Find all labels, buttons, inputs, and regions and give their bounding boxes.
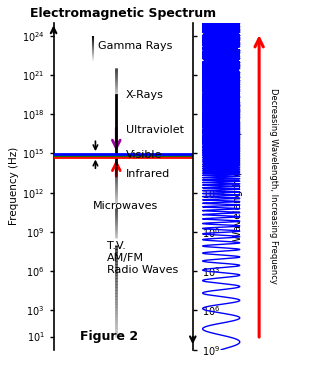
Text: Figure 2: Figure 2 <box>80 330 138 343</box>
Text: Microwaves: Microwaves <box>93 201 158 211</box>
Text: Gamma Rays: Gamma Rays <box>98 41 173 51</box>
Text: Infrared: Infrared <box>126 169 170 179</box>
Text: Decreasing Wavelength, Increasing Frequency: Decreasing Wavelength, Increasing Freque… <box>269 88 278 284</box>
Y-axis label: Wavelength (meters): Wavelength (meters) <box>233 131 243 241</box>
Text: Ultraviolet: Ultraviolet <box>126 125 184 135</box>
Text: Visible: Visible <box>126 150 162 161</box>
Y-axis label: Frequency (Hz): Frequency (Hz) <box>9 147 19 225</box>
Text: T.V.
AM/FM
Radio Waves: T.V. AM/FM Radio Waves <box>106 241 178 275</box>
Text: X-Rays: X-Rays <box>126 89 164 100</box>
Title: Electromagnetic Spectrum: Electromagnetic Spectrum <box>30 7 216 20</box>
